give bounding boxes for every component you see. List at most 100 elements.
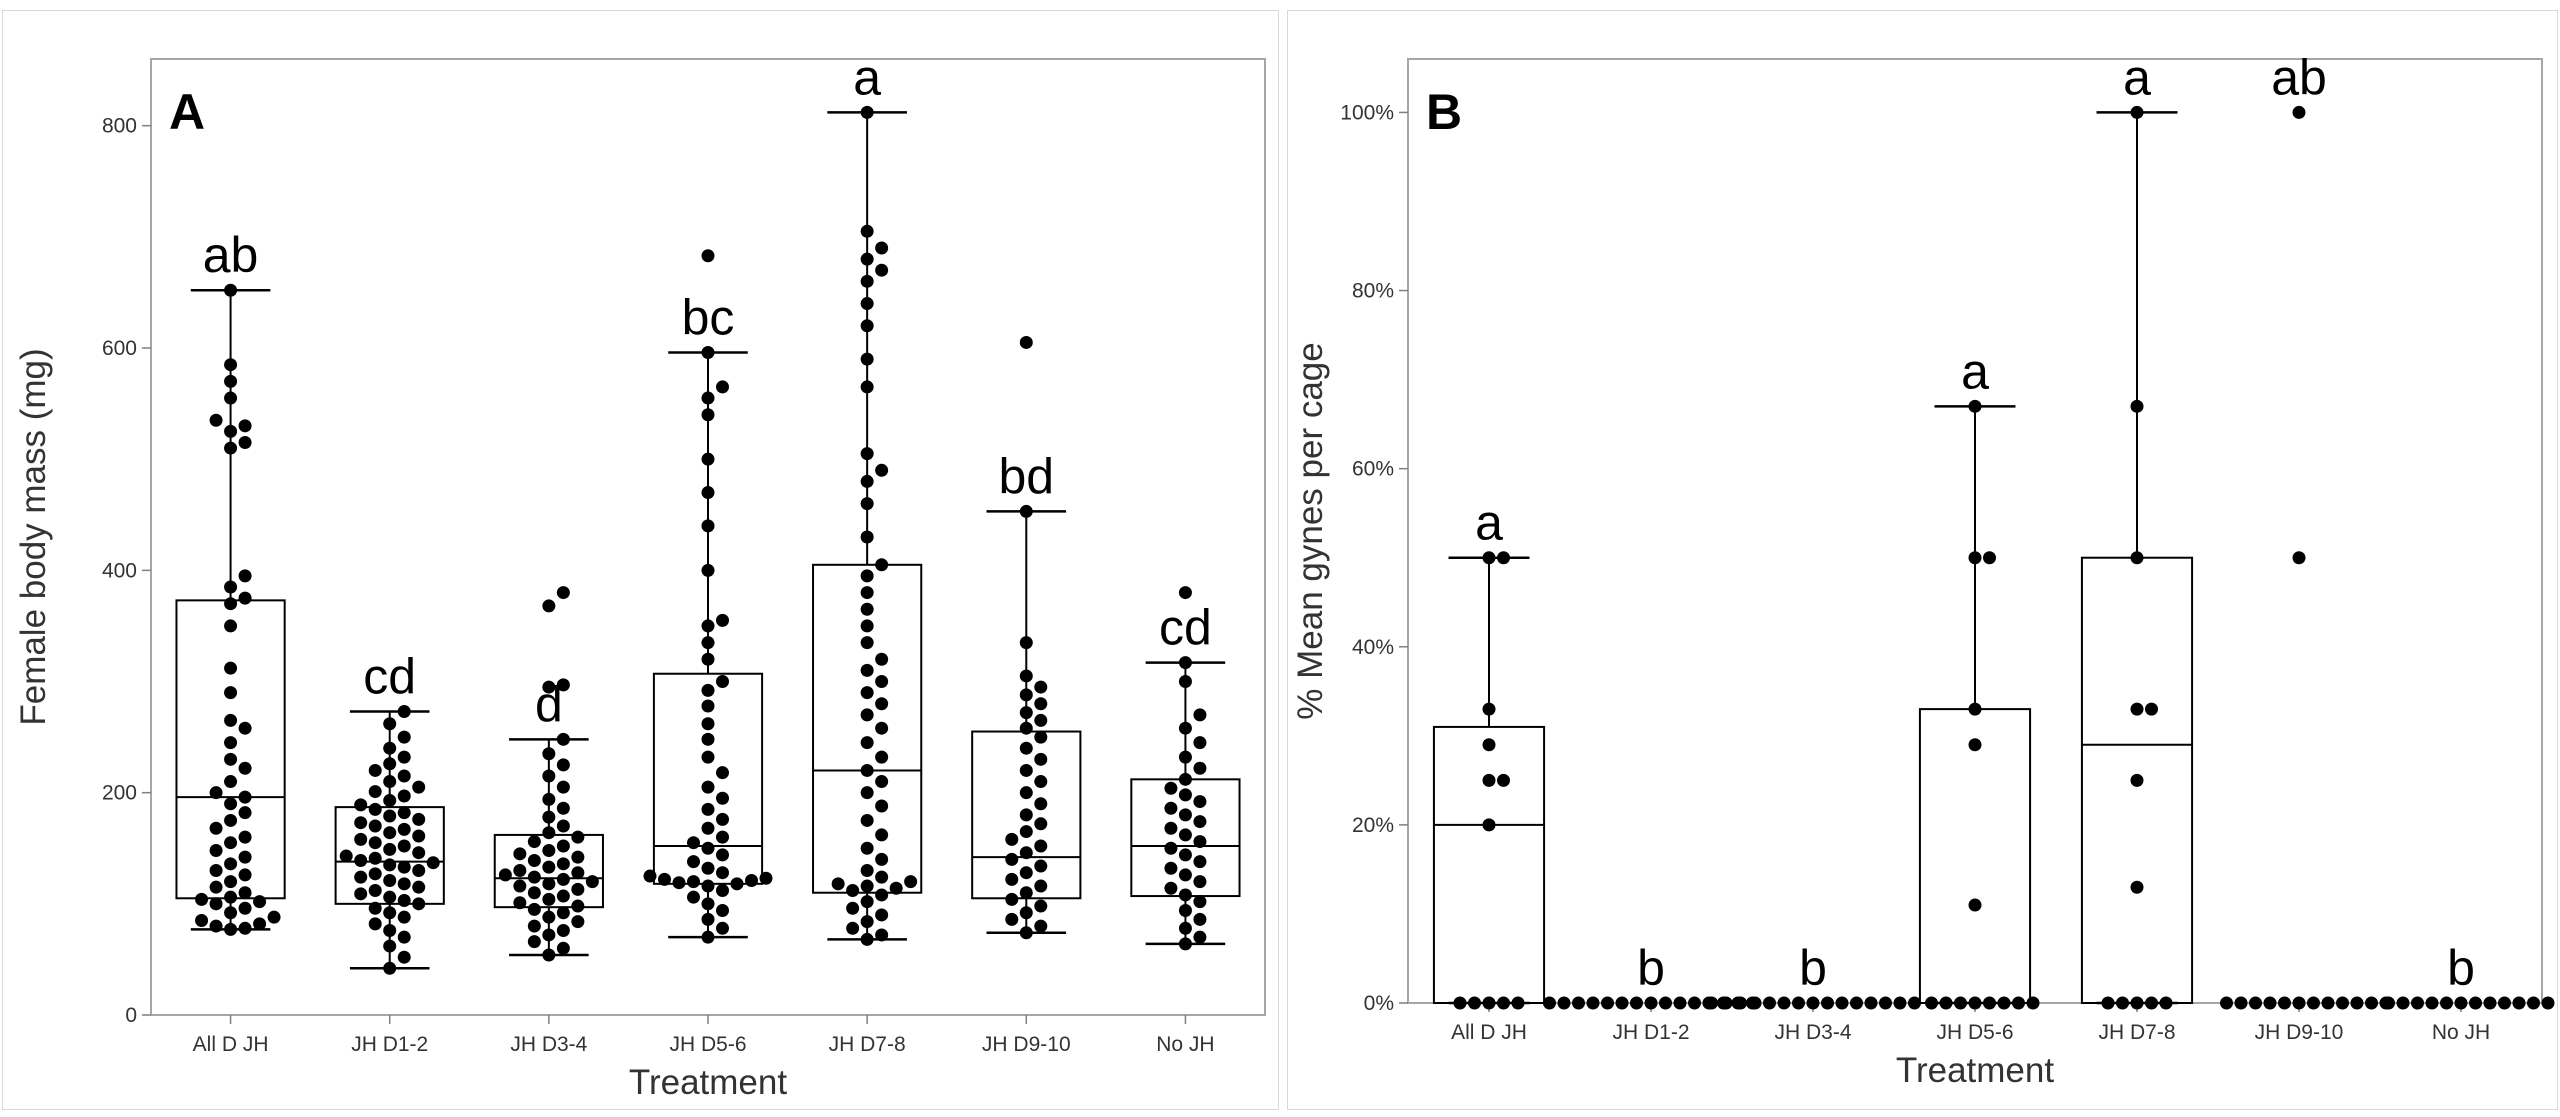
data-point	[556, 758, 570, 772]
data-point	[209, 413, 223, 427]
data-point	[716, 848, 729, 862]
data-point	[354, 870, 368, 884]
y-tick-label: 200	[102, 782, 137, 805]
data-point	[1178, 788, 1192, 802]
data-point	[2292, 105, 2306, 119]
data-point	[1164, 781, 1178, 795]
significance-letter: a	[1475, 495, 1503, 551]
data-point	[2220, 996, 2233, 1010]
data-point	[368, 867, 382, 881]
data-point	[224, 619, 238, 633]
data-point	[860, 497, 874, 511]
data-point	[1925, 996, 1938, 1010]
x-tick-label: JH D3-4	[510, 1033, 587, 1056]
significance-letter: cd	[1159, 600, 1212, 656]
data-point	[846, 921, 860, 935]
data-point	[1688, 996, 1701, 1010]
data-point	[2012, 996, 2025, 1010]
data-point	[2483, 996, 2497, 1010]
iqr-box	[334, 806, 445, 905]
significance-letter: ab	[2271, 49, 2327, 105]
data-point	[1557, 996, 1571, 1010]
data-point	[1034, 919, 1048, 933]
data-point	[1954, 996, 1967, 1010]
data-point	[224, 580, 238, 594]
data-point	[1734, 996, 1747, 1010]
data-point	[542, 810, 556, 824]
data-point	[1453, 996, 1467, 1010]
data-point	[368, 802, 382, 816]
data-point	[354, 816, 368, 830]
data-point	[2411, 996, 2424, 1010]
data-point	[224, 597, 238, 611]
data-point	[759, 871, 773, 885]
iqr-box	[1432, 725, 1546, 1004]
data-point	[701, 391, 715, 405]
data-point	[224, 922, 238, 936]
data-point	[354, 853, 368, 867]
data-point	[2292, 996, 2306, 1010]
data-point	[701, 619, 715, 633]
panel-label: A	[169, 84, 205, 140]
data-point	[383, 890, 397, 904]
data-point	[542, 680, 556, 694]
data-point	[195, 892, 209, 906]
data-point	[716, 812, 729, 826]
data-point	[2026, 996, 2040, 1010]
data-point	[716, 791, 729, 805]
y-tick-label: 600	[102, 337, 137, 360]
data-point	[2382, 996, 2395, 1010]
data-point	[195, 914, 209, 928]
data-point	[716, 613, 729, 627]
data-point	[527, 853, 541, 867]
significance-letter: bd	[998, 448, 1054, 504]
data-point	[2425, 996, 2439, 1010]
data-point	[1777, 996, 1791, 1010]
data-point	[860, 736, 874, 750]
data-point	[253, 895, 267, 909]
data-point	[1005, 832, 1019, 846]
x-tick-label: JH D7-8	[829, 1033, 906, 1056]
data-point	[397, 894, 411, 908]
data-point	[1164, 841, 1178, 855]
data-point	[397, 750, 411, 764]
data-point	[1005, 892, 1019, 906]
data-point	[556, 857, 570, 871]
data-point	[643, 869, 657, 883]
significance-letter: cd	[363, 649, 416, 705]
data-point	[397, 730, 411, 744]
data-point	[571, 850, 585, 864]
data-point	[701, 821, 715, 835]
data-point	[860, 786, 874, 800]
data-point	[1034, 775, 1048, 789]
data-point	[412, 880, 426, 894]
data-point	[1178, 750, 1192, 764]
x-tick-label: JH D5-6	[669, 1033, 746, 1056]
panel-a-body-mass-chart: 0 200 400 600 800 All D JH JH D1-2 JH D3-4 JH D5…	[2, 10, 1279, 1110]
y-tick-label: 20%	[1352, 814, 1394, 837]
data-point	[716, 883, 729, 897]
data-point	[397, 910, 411, 924]
data-point	[875, 697, 889, 711]
data-point	[2130, 773, 2144, 787]
data-point	[2278, 996, 2291, 1010]
data-point	[224, 797, 238, 811]
x-tick-label: JH D7-8	[2098, 1021, 2175, 1044]
data-point	[1034, 730, 1048, 744]
data-point	[701, 519, 715, 533]
data-point	[542, 843, 556, 857]
data-point	[860, 352, 874, 366]
y-axis-title: Female body mass (mg)	[14, 348, 53, 725]
data-point	[860, 708, 874, 722]
data-point	[542, 792, 556, 806]
data-point	[860, 447, 874, 461]
data-point	[875, 241, 889, 255]
data-point	[542, 860, 556, 874]
data-point	[1019, 786, 1033, 800]
data-point	[1497, 773, 1510, 787]
data-point	[2321, 996, 2335, 1010]
data-point	[701, 732, 715, 746]
data-point	[2101, 996, 2115, 1010]
data-point	[875, 558, 889, 572]
data-point	[1850, 996, 1863, 1010]
